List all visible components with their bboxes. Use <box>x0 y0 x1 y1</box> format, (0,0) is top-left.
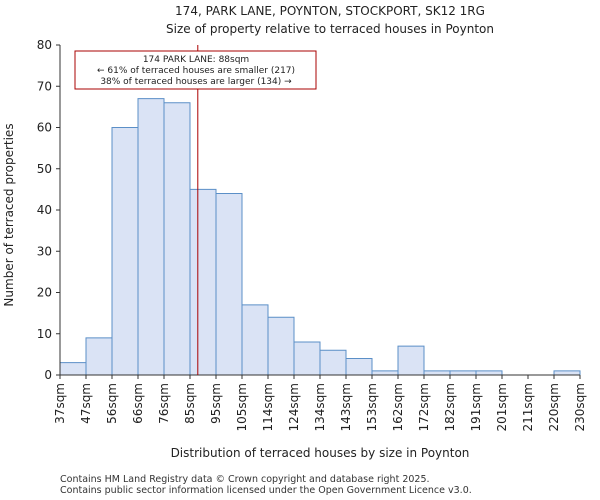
y-tick-label: 70 <box>37 79 52 93</box>
bar <box>397 345 425 376</box>
x-tick-label: 191sqm <box>469 383 483 431</box>
bar <box>553 370 581 376</box>
y-tick-label: 80 <box>37 38 52 52</box>
histogram-chart: 174, PARK LANE, POYNTON, STOCKPORT, SK12… <box>2 4 587 460</box>
annotation-line-1: 174 PARK LANE: 88sqm <box>143 55 249 65</box>
bar <box>59 362 87 376</box>
bar <box>215 193 243 376</box>
bar <box>371 370 399 376</box>
x-tick-label: 134sqm <box>313 383 327 431</box>
bar <box>475 370 503 376</box>
x-tick-label: 85sqm <box>183 383 197 424</box>
x-tick-label: 37sqm <box>53 383 67 424</box>
x-tick-label: 172sqm <box>417 383 431 431</box>
x-tick-label: 220sqm <box>547 383 561 431</box>
bar <box>423 370 451 376</box>
x-tick-label: 211sqm <box>521 383 535 431</box>
x-tick-label: 95sqm <box>209 383 223 424</box>
x-axis-label: Distribution of terraced houses by size … <box>171 446 470 460</box>
x-tick-label: 47sqm <box>79 383 93 424</box>
bar <box>111 127 139 376</box>
x-tick-label: 201sqm <box>495 383 509 431</box>
bar <box>345 358 373 376</box>
bar <box>241 304 269 376</box>
bar <box>293 341 321 376</box>
y-tick-label: 20 <box>37 286 52 300</box>
x-tick-label: 76sqm <box>157 383 171 424</box>
bar <box>163 102 191 376</box>
x-tick-label: 56sqm <box>105 383 119 424</box>
x-tick-label: 153sqm <box>365 383 379 431</box>
x-tick-label: 162sqm <box>391 383 405 431</box>
y-tick-label: 40 <box>37 203 52 217</box>
y-tick-label: 30 <box>37 244 52 258</box>
x-tick-label: 143sqm <box>339 383 353 431</box>
footer-line-1: Contains HM Land Registry data © Crown c… <box>60 474 430 485</box>
bar <box>267 316 295 376</box>
bar <box>319 349 347 376</box>
y-axis-label: Number of terraced properties <box>2 123 16 306</box>
annotation-line-2: ← 61% of terraced houses are smaller (21… <box>97 66 295 76</box>
annotation-box <box>74 50 317 90</box>
x-tick-label: 124sqm <box>287 383 301 431</box>
x-tick-label: 182sqm <box>443 383 457 431</box>
bar <box>85 337 113 376</box>
bar <box>137 98 165 376</box>
x-tick-label: 230sqm <box>573 383 587 431</box>
x-tick-label: 114sqm <box>261 383 275 431</box>
x-tick-label: 105sqm <box>235 383 249 431</box>
bar <box>189 188 217 376</box>
y-tick-label: 0 <box>44 368 52 382</box>
x-tick-label: 66sqm <box>131 383 145 424</box>
chart-subtitle: Size of property relative to terraced ho… <box>166 22 494 36</box>
y-tick-label: 10 <box>37 327 52 341</box>
footer-line-2: Contains public sector information licen… <box>60 485 472 496</box>
bar <box>449 370 477 376</box>
annotation-line-3: 38% of terraced houses are larger (134) … <box>100 77 292 87</box>
y-tick-label: 60 <box>37 121 52 135</box>
chart-title: 174, PARK LANE, POYNTON, STOCKPORT, SK12… <box>175 4 485 18</box>
y-tick-label: 50 <box>37 162 52 176</box>
